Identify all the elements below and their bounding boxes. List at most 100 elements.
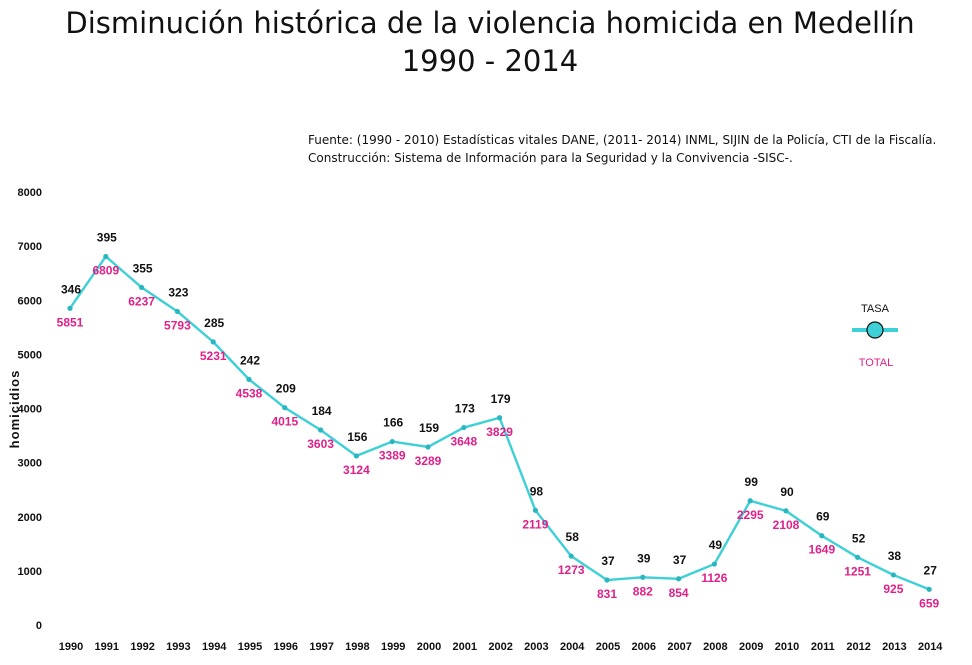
x-tick-label: 2000 (417, 641, 441, 653)
x-tick-label: 2004 (560, 641, 585, 653)
x-tick-label: 2011 (811, 641, 835, 653)
rate-data-label: 37 (673, 553, 687, 567)
y-axis-label: homicidios (7, 370, 22, 449)
data-point (783, 508, 789, 514)
total-data-label: 3829 (486, 425, 513, 439)
y-tick-label: 1000 (18, 566, 42, 578)
data-point (604, 577, 610, 583)
rate-data-label: 346 (61, 282, 81, 296)
total-line (69, 255, 930, 591)
y-tick-label: 5000 (18, 349, 42, 361)
rate-data-label: 98 (530, 484, 544, 498)
total-labels: 5851 6809 6237 5793 5231 4538 4015 3603 3124 3389… (57, 263, 940, 610)
data-point (532, 507, 539, 513)
x-tick-label: 1996 (274, 641, 298, 653)
rate-data-label: 209 (276, 382, 296, 396)
x-tick-label: 2001 (453, 641, 477, 653)
data-point (640, 574, 646, 580)
total-data-label: 854 (669, 586, 689, 600)
x-tick-label: 1994 (202, 641, 227, 653)
data-point (855, 554, 861, 560)
x-tick-label: 2007 (667, 641, 691, 653)
x-tick-label: 2013 (882, 641, 906, 653)
total-data-label: 2295 (737, 508, 764, 522)
x-tick-label: 2008 (703, 641, 727, 653)
total-data-label: 4538 (236, 386, 263, 400)
total-data-label: 3648 (450, 435, 477, 449)
y-tick-label: 8000 (18, 187, 42, 199)
total-data-label: 5793 (164, 318, 191, 332)
legend: TASA TOTAL (852, 303, 898, 369)
rate-data-label: 285 (204, 316, 224, 330)
rate-data-label: 395 (97, 230, 117, 244)
total-data-label: 5851 (57, 315, 84, 329)
data-point (711, 561, 718, 567)
total-data-label: 1126 (701, 571, 727, 585)
total-data-label: 5231 (200, 349, 227, 363)
rate-data-label: 39 (637, 551, 651, 565)
y-tick-label: 2000 (18, 512, 42, 524)
rate-data-label: 37 (601, 554, 615, 568)
rate-data-label: 355 (133, 261, 153, 275)
data-point (926, 586, 932, 592)
x-tick-label: 1993 (166, 641, 190, 653)
y-tick-label: 0 (36, 620, 42, 632)
total-data-label: 831 (597, 587, 617, 601)
data-point (890, 572, 897, 578)
data-point (497, 415, 503, 421)
x-tick-label: 2003 (524, 641, 548, 653)
rate-data-label: 69 (816, 510, 830, 524)
rate-data-label: 58 (566, 530, 580, 544)
x-tick-label: 2010 (775, 641, 799, 653)
series-line-total (69, 255, 930, 591)
data-point (174, 308, 180, 315)
rate-data-label: 166 (383, 416, 403, 430)
rate-data-label: 242 (240, 353, 260, 367)
data-point (246, 376, 252, 382)
data-point (747, 498, 753, 504)
y-tick-label: 4000 (18, 404, 42, 416)
x-tick-label: 1995 (238, 641, 262, 653)
rate-data-label: 38 (888, 549, 902, 563)
total-data-label: 1251 (844, 564, 871, 578)
x-tick-label: 1992 (130, 641, 154, 653)
rate-data-label: 179 (491, 392, 511, 406)
total-data-label: 1273 (558, 563, 585, 577)
rate-data-label: 49 (709, 538, 723, 552)
total-data-label: 3389 (379, 449, 406, 463)
total-data-label: 6809 (92, 263, 119, 277)
total-data-label: 925 (883, 582, 903, 596)
x-tick-label: 2005 (596, 641, 620, 653)
rate-data-label: 27 (924, 563, 938, 577)
x-tick-label: 1998 (345, 641, 369, 653)
legend-total-label: TOTAL (859, 357, 893, 369)
x-tick-label: 2006 (632, 641, 656, 653)
data-point (568, 553, 574, 559)
y-tick-label: 3000 (18, 458, 42, 470)
total-data-label: 3603 (307, 437, 334, 451)
data-point (819, 533, 825, 539)
x-tick-label: 1999 (381, 641, 405, 653)
data-point (282, 405, 288, 411)
x-tick-label: 2009 (739, 641, 763, 653)
legend-marker-icon (866, 321, 884, 339)
y-tick-label: 6000 (18, 295, 42, 307)
total-data-label: 3289 (415, 454, 442, 468)
total-data-label: 2108 (773, 518, 800, 532)
x-axis: 1990 1991 1992 1993 1994 1995 1996 1997 1998 1999… (59, 641, 944, 653)
data-point (139, 284, 145, 291)
x-tick-label: 2012 (846, 641, 870, 653)
data-point (210, 339, 216, 345)
y-axis: 0 1000 2000 3000 4000 5000 6000 7000 8000 (18, 187, 42, 632)
source-line2: Construcción: Sistema de Información par… (308, 151, 793, 165)
chart-title-line2: 1990 - 2014 (401, 44, 579, 78)
data-point (389, 438, 395, 445)
data-point (103, 253, 109, 260)
data-point (318, 427, 324, 433)
chart-title-line1: Disminución histórica de la violencia ho… (65, 6, 915, 40)
rate-labels: 346 395 355 323 285 242 209 184 156 166 159 173 179 9… (61, 230, 937, 577)
data-point (676, 576, 682, 582)
data-point (461, 424, 467, 431)
x-tick-label: 1997 (309, 641, 333, 653)
